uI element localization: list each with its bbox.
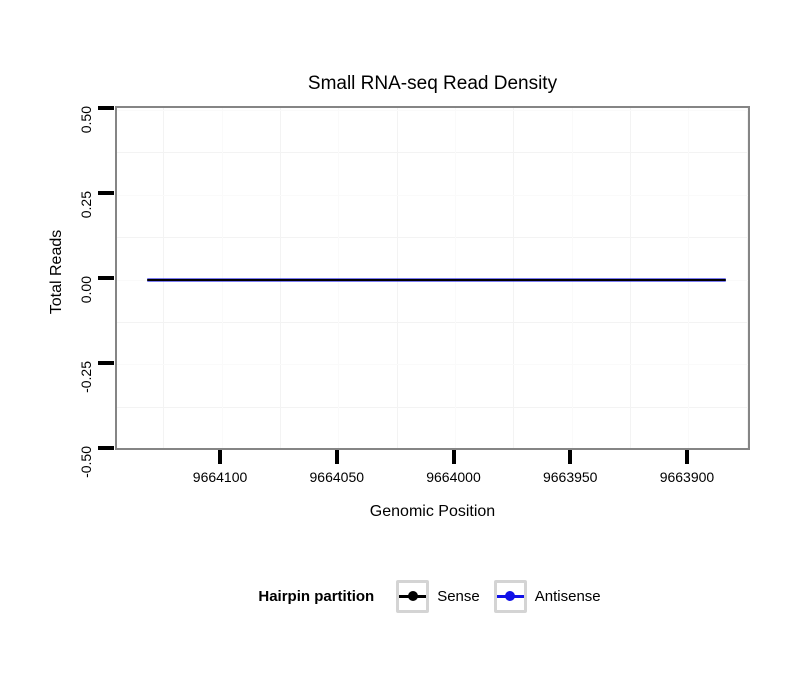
- sense-point-icon: [407, 591, 418, 601]
- v-gridline-major: [221, 108, 223, 448]
- y-tick: [98, 445, 114, 450]
- h-gridline-minor: [117, 237, 748, 238]
- legend-label-antisense: Antisense: [534, 587, 601, 605]
- x-tick: [334, 450, 339, 464]
- series-line-sense: [147, 279, 727, 281]
- v-gridline-minor: [746, 108, 748, 448]
- plot-title: Small RNA-seq Read Density: [307, 73, 558, 94]
- legend-key-antisense: [493, 579, 527, 613]
- y-tick-label: 0.00: [78, 276, 94, 304]
- x-tick-label: 9664100: [192, 469, 248, 485]
- legend: Hairpin partition Sense Antisense: [115, 576, 750, 616]
- y-tick: [98, 106, 114, 111]
- plot-panel: [115, 106, 750, 450]
- y-tick-label: 0.25: [78, 191, 94, 219]
- v-gridline-major: [571, 108, 573, 448]
- v-gridline-major: [338, 108, 340, 448]
- v-gridline-major: [688, 108, 690, 448]
- h-gridline-major: [117, 109, 748, 111]
- x-tick: [684, 450, 689, 464]
- x-tick-label: 9663950: [542, 469, 598, 485]
- x-tick-label: 9664000: [426, 469, 481, 485]
- x-axis-title: Genomic Position: [369, 503, 496, 520]
- antisense-point-icon: [505, 591, 516, 601]
- x-tick-label: 9663900: [659, 469, 715, 485]
- v-gridline-minor: [513, 108, 515, 448]
- x-tick: [451, 450, 456, 464]
- v-gridline-minor: [396, 108, 398, 448]
- legend-key-sense: [396, 579, 430, 613]
- v-gridline-minor: [630, 108, 632, 448]
- y-tick-label: -0.25: [78, 360, 94, 393]
- v-gridline-major: [455, 108, 456, 448]
- x-tick-label: 9664050: [309, 469, 365, 485]
- plot-area: [117, 108, 748, 448]
- v-gridline-minor: [163, 108, 165, 448]
- h-gridline-major: [117, 194, 748, 196]
- y-tick-label: 0.50: [78, 106, 94, 134]
- h-gridline-minor: [117, 321, 748, 323]
- y-axis-title: Total Reads: [48, 229, 65, 315]
- legend-label-sense: Sense: [437, 587, 480, 605]
- legend-title: Hairpin partition: [258, 587, 375, 605]
- y-tick: [98, 360, 114, 365]
- x-tick: [568, 450, 573, 464]
- y-tick: [98, 276, 114, 280]
- h-gridline-minor: [117, 406, 748, 408]
- h-gridline-minor: [117, 152, 748, 154]
- h-gridline-major: [117, 364, 748, 366]
- v-gridline-minor: [279, 108, 281, 448]
- y-tick-label: -0.50: [78, 445, 94, 478]
- x-tick: [218, 450, 223, 464]
- y-tick: [98, 191, 114, 196]
